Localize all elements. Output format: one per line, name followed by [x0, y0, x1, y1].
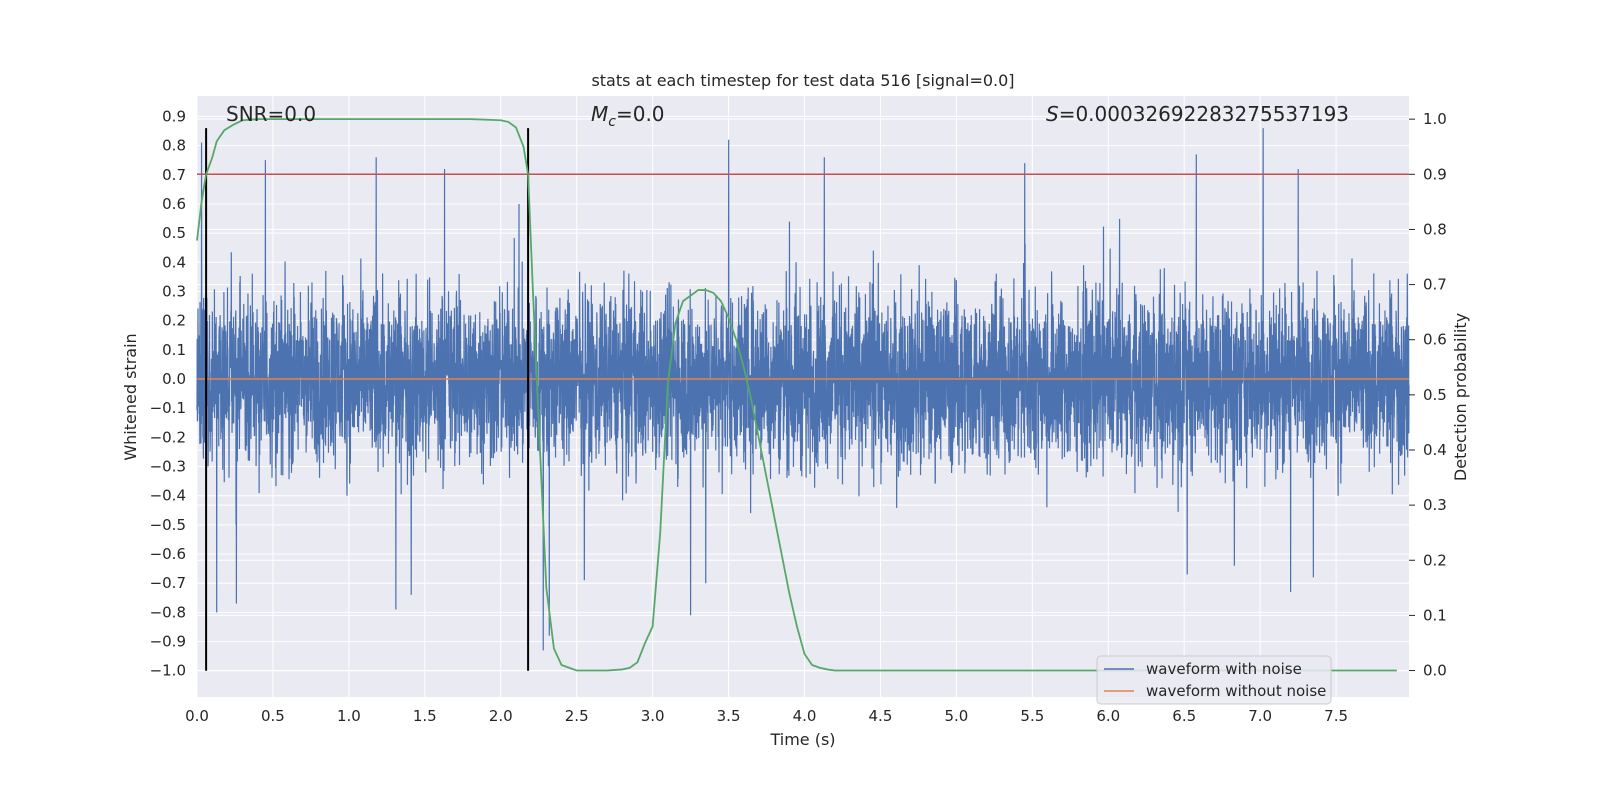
- y-tick-label: −0.1: [150, 399, 186, 417]
- mc-subscript: c: [608, 114, 616, 130]
- x-tick-label: 6.0: [1096, 707, 1120, 725]
- x-tick-label: 5.5: [1020, 707, 1044, 725]
- y2-tick-label: 0.3: [1423, 496, 1447, 514]
- x-tick-label: 5.0: [944, 707, 968, 725]
- chart-title: stats at each timestep for test data 516…: [591, 71, 1014, 90]
- y-tick-label: 0.3: [162, 282, 186, 300]
- y2-tick-label: 0.8: [1423, 220, 1447, 238]
- y-tick-label: −0.7: [150, 574, 186, 592]
- annotation-snr: SNR=0.0: [226, 102, 316, 126]
- y2-tick-label: 1.0: [1423, 110, 1447, 128]
- x-tick-label: 7.0: [1248, 707, 1272, 725]
- y2-axis-ticks: 1.0 0.9 0.8 0.7 0.6 0.5 0.4 0.3 0.2 0.1 0.0: [1409, 110, 1447, 680]
- annotation-s: S=0.00032692283275537193: [1046, 102, 1349, 126]
- y2-tick-label: 0.2: [1423, 551, 1447, 569]
- y2-tick-label: 0.0: [1423, 662, 1447, 680]
- y2-tick-label: 0.4: [1423, 441, 1447, 459]
- x-tick-label: 3.0: [641, 707, 665, 725]
- legend-box: [1096, 655, 1332, 705]
- x-tick-label: 2.0: [489, 707, 513, 725]
- y-tick-label: 0.7: [162, 166, 186, 184]
- x-tick-label: 0.5: [261, 707, 285, 725]
- annotation-chirp-mass: Mc=0.0: [591, 102, 665, 130]
- y-axis-label: Whitened strain: [121, 333, 140, 460]
- y2-tick-label: 0.7: [1423, 276, 1447, 294]
- y-tick-label: 0.8: [162, 137, 186, 155]
- series-lines: [196, 118, 1409, 672]
- y-tick-label: −0.3: [150, 458, 186, 476]
- y2-tick-label: 0.1: [1423, 606, 1447, 624]
- y-tick-label: 0.9: [162, 107, 186, 125]
- mc-symbol: M: [591, 102, 608, 126]
- y2-tick-label: 0.6: [1423, 331, 1447, 349]
- y-tick-label: −0.9: [150, 633, 186, 651]
- y-tick-label: 0.2: [162, 312, 186, 330]
- series-waveform-with-noise: [196, 128, 1410, 651]
- x-tick-label: 0.0: [185, 707, 209, 725]
- x-tick-label: 4.0: [793, 707, 817, 725]
- detection-probability-line: [196, 118, 1397, 672]
- x-tick-label: 1.5: [413, 707, 437, 725]
- s-symbol: S: [1046, 102, 1059, 126]
- x-axis-label: Time (s): [769, 730, 835, 749]
- y2-tick-label: 0.9: [1423, 165, 1447, 183]
- s-value: =0.00032692283275537193: [1059, 102, 1349, 126]
- x-tick-label: 3.5: [717, 707, 741, 725]
- x-tick-label: 2.5: [565, 707, 589, 725]
- y-tick-label: 0.1: [162, 341, 186, 359]
- x-tick-label: 4.5: [869, 707, 893, 725]
- mc-value: =0.0: [616, 102, 665, 126]
- y-tick-label: −0.5: [150, 516, 186, 534]
- y-tick-label: −1.0: [150, 662, 186, 680]
- y-tick-label: 0.0: [162, 370, 186, 388]
- y-tick-label: −0.4: [150, 487, 186, 505]
- x-tick-label: 7.5: [1324, 707, 1348, 725]
- waveform-with-noise-line: [196, 128, 1410, 651]
- y-tick-label: 0.6: [162, 195, 186, 213]
- y-tick-label: −0.6: [150, 545, 186, 563]
- y-tick-label: 0.4: [162, 253, 186, 271]
- y-tick-label: −0.2: [150, 428, 186, 446]
- y-tick-label: −0.8: [150, 603, 186, 621]
- y2-tick-label: 0.5: [1423, 386, 1447, 404]
- x-tick-label: 6.5: [1172, 707, 1196, 725]
- y2-axis-label: Detection probability: [1451, 313, 1470, 481]
- x-tick-label: 1.0: [337, 707, 361, 725]
- legend: waveform with noise waveform without noi…: [1096, 655, 1332, 705]
- legend-entry-noise: waveform with noise: [1146, 660, 1302, 678]
- y-axis-ticks: 0.9 0.8 0.7 0.6 0.5 0.4 0.3 0.2 0.1 0.0 −0.1 −0.2 −0…: [150, 107, 186, 679]
- y-tick-label: 0.5: [162, 224, 186, 242]
- legend-entry-clean: waveform without noise: [1146, 682, 1326, 700]
- x-axis-ticks: 0.0 0.5 1.0 1.5 2.0 2.5 3.0 3.5 4.0 4.5 5.0 5.5 6.0 6…: [185, 707, 1348, 725]
